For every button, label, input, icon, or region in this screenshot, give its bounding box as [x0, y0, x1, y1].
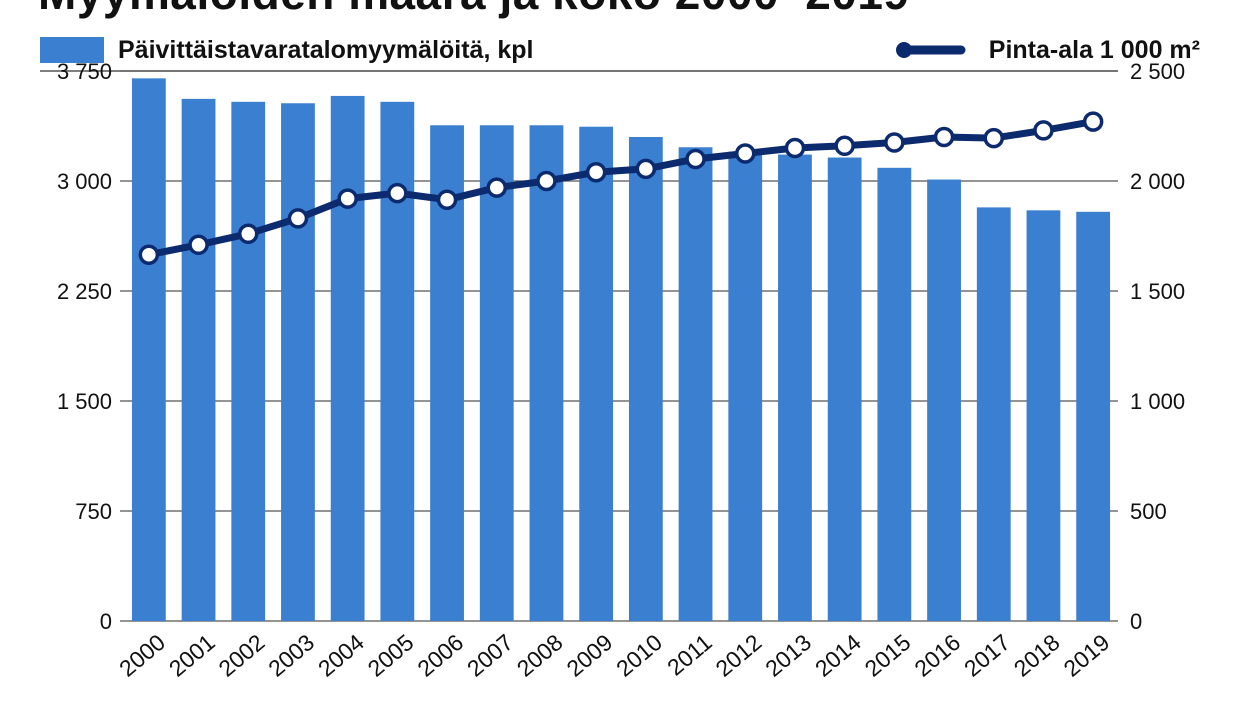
- x-tick-label: 2019: [1058, 629, 1114, 682]
- bar: [579, 126, 614, 621]
- line-point: [387, 182, 408, 204]
- x-tick-label: 2015: [860, 629, 916, 682]
- x-tick-label: 2003: [263, 629, 319, 682]
- bar: [628, 137, 663, 621]
- x-tick-label: 2017: [959, 629, 1015, 682]
- chart-title: Myymälöiden määrä ja koko 2000–2019: [38, 0, 910, 20]
- bar: [877, 167, 912, 622]
- bar: [181, 98, 216, 621]
- y-left-tick-label: 750: [75, 499, 112, 524]
- bar: [976, 207, 1011, 621]
- y-right-tick-label: 1 500: [1130, 279, 1185, 304]
- line-point: [138, 244, 160, 265]
- line-point: [238, 223, 259, 245]
- y-right-tick-label: 2 500: [1130, 59, 1185, 84]
- line-point: [983, 127, 1004, 149]
- bar: [479, 125, 514, 622]
- x-tick-label: 2009: [561, 629, 617, 682]
- y-left-tick-label: 0: [100, 609, 112, 634]
- x-tick-label: 2006: [412, 629, 468, 682]
- line-point: [834, 135, 855, 157]
- line-point: [486, 177, 507, 198]
- x-tick-label: 2001: [164, 629, 220, 682]
- line-point: [735, 143, 756, 164]
- line-point: [1082, 111, 1104, 132]
- line-point: [635, 158, 657, 180]
- y-left-tick-label: 1 500: [57, 389, 112, 414]
- line-point: [933, 126, 955, 148]
- bar: [927, 179, 961, 622]
- y-right-tick-label: 500: [1130, 499, 1167, 524]
- x-tick-label: 2007: [462, 629, 518, 682]
- x-tick-label: 2012: [711, 629, 767, 682]
- bar: [529, 125, 564, 622]
- bar: [131, 78, 166, 622]
- line-point: [536, 170, 557, 192]
- line-point: [585, 161, 607, 183]
- x-tick-label: 2002: [214, 629, 270, 682]
- y-right-tick-label: 0: [1130, 609, 1142, 634]
- bar: [281, 103, 315, 622]
- line-point: [337, 188, 358, 209]
- line-point: [188, 234, 209, 256]
- bar: [1026, 210, 1061, 622]
- x-tick-label: 2000: [114, 629, 170, 682]
- legend-line-swatch: [895, 42, 966, 58]
- x-tick-label: 2014: [810, 629, 866, 682]
- legend-bar-label: Päivittäistavaratalomyymälöitä, kpl: [118, 35, 534, 64]
- line-point: [685, 148, 706, 170]
- y-left-tick-label: 2 250: [57, 279, 112, 304]
- legend-line: Pinta-ala 1 000 m²: [895, 36, 1200, 64]
- x-tick-label: 2011: [662, 629, 717, 681]
- line-point: [287, 208, 309, 229]
- line-point: [884, 132, 905, 153]
- legend-line-label: Pinta-ala 1 000 m²: [988, 35, 1200, 64]
- x-tick-label: 2016: [909, 629, 965, 682]
- y-right-tick-label: 2 000: [1130, 169, 1185, 194]
- bar: [728, 151, 763, 621]
- bar: [330, 95, 365, 621]
- x-tick-label: 2004: [313, 629, 369, 682]
- bar: [380, 101, 415, 622]
- bar: [778, 154, 812, 621]
- y-left-tick-label: 3 000: [57, 169, 112, 194]
- x-tick-label: 2013: [760, 629, 816, 682]
- line-point: [436, 189, 458, 210]
- y-left-tick-label: 3 750: [57, 59, 112, 84]
- line-point: [784, 137, 806, 159]
- bar: [678, 147, 713, 621]
- line-point: [1033, 120, 1054, 141]
- bar: [1076, 211, 1111, 622]
- legend-bar-swatch: [40, 37, 104, 63]
- x-tick-label: 2005: [363, 629, 419, 682]
- legend-bars: Päivittäistavaratalomyymälöitä, kpl: [40, 36, 533, 64]
- bar: [827, 157, 862, 622]
- x-tick-label: 2010: [611, 629, 667, 682]
- x-tick-label: 2018: [1009, 629, 1065, 682]
- x-tick-label: 2008: [512, 629, 568, 682]
- bar: [231, 101, 266, 622]
- y-right-tick-label: 1 000: [1130, 389, 1185, 414]
